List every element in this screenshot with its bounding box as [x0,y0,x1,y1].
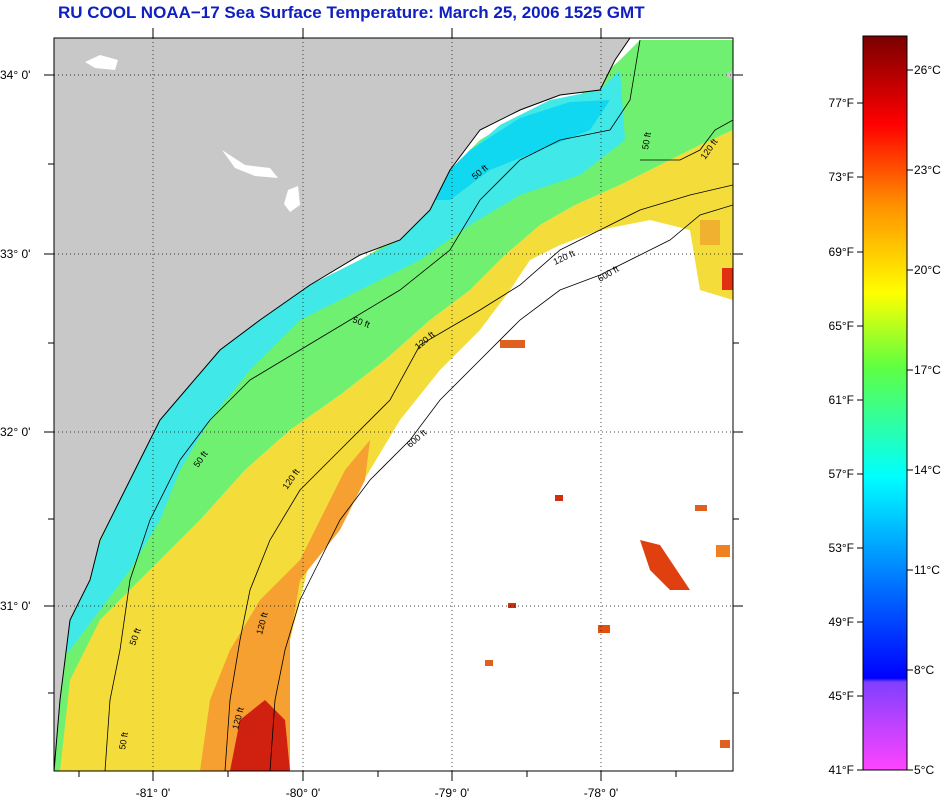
lat-label: 32° 0' [0,425,30,439]
lat-label: 33° 0' [0,247,30,261]
colorbar-f-label: 49°F [829,615,854,629]
cyan-water-region [54,70,625,660]
contour-50ft [104,39,641,771]
colorbar-f-label: 45°F [829,689,854,703]
orange-water-region [200,440,370,771]
warm-patch [700,220,720,245]
warm-water-region [54,130,733,771]
map-border [53,37,734,772]
lat-label: 31° 0' [0,599,30,613]
contour-600ft [269,204,733,771]
lon-label: -81° 0' [136,786,170,800]
colorbar-f-label: 65°F [829,319,854,333]
lon-label: -80° 0' [286,786,320,800]
land-region-northeast [725,38,733,80]
land-cloud-spot [85,55,118,70]
colorbar-f-label: 77°F [829,96,854,110]
lat-label: 34° 0' [0,68,30,82]
lon-label: -78° 0' [584,786,618,800]
map-title: RU COOL NOAA−17 Sea Surface Temperature:… [58,3,645,22]
hot-water-patch [230,700,290,771]
colorbar-c-label: 26°C [914,63,941,77]
colorbar-c-label: 11°C [914,563,940,577]
colorbar-c-label: 14°C [914,463,941,477]
colorbar-f-label: 53°F [829,541,854,555]
warm-patch [722,268,733,290]
map-content: 50 ft 50 ft 50 ft 50 ft 50 ft 50 ft 120 … [54,38,733,771]
warm-patch [598,625,610,633]
colorbar-ticks [857,69,913,771]
land-region [54,38,630,771]
warm-patch [555,495,563,501]
colorbar-f-label: 61°F [829,393,854,407]
land-cloud-spot [222,150,278,178]
warm-patch [695,505,707,511]
colorbar-c-label: 17°C [914,363,941,377]
warm-patch [640,540,690,590]
warm-patch [508,603,516,608]
colorbar [862,35,908,771]
coastline [54,38,631,771]
colorbar-c-label: 20°C [914,263,941,277]
colorbar-c-label: 23°C [914,163,941,177]
colorbar-c-label: 8°C [914,663,934,677]
contour-50ft-east [640,119,733,161]
contour-label-50ft: 50 ft [640,131,653,150]
colorbar-f-label: 69°F [829,245,854,259]
lon-label: -79° 0' [435,786,469,800]
warm-patch [716,545,730,557]
axis-ticks [44,28,743,781]
warm-patch [485,660,493,666]
warm-patch [500,340,525,348]
cyan-core-region [420,100,610,200]
colorbar-f-label: 41°F [829,763,854,777]
warm-patch [720,740,730,748]
colorbar-c-label: 5°C [914,763,934,777]
contour-120ft [224,184,733,771]
land-cloud-spot [284,186,300,212]
colorbar-f-label: 57°F [829,467,854,481]
contour-label-50ft: 50 ft [117,731,130,750]
colorbar-f-label: 73°F [829,170,854,184]
